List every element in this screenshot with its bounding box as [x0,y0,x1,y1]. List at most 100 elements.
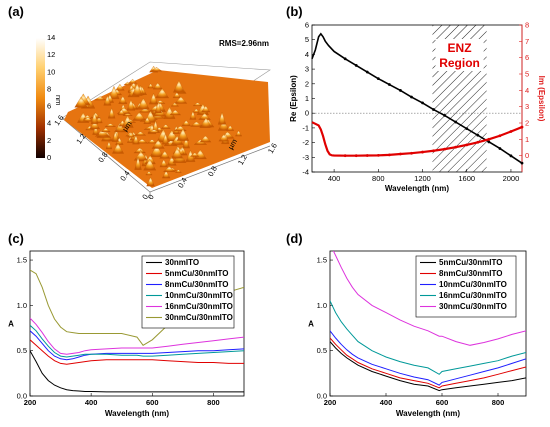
afm-peak [169,109,182,116]
y2-tick-label: 4 [525,86,529,95]
legend-entry: 5nmCu/30nmITO [165,269,228,278]
x-tick-label: 1200 [414,174,431,183]
afm-peak [134,156,142,170]
y-tick-label: 1.5 [17,256,27,265]
panel-d-absorbance-chart: 0.0 0.5 1.0 1.5 200 400 600 800 Wavelength (nm) A… [308,250,527,418]
afm-y-tick: 1.6 [52,113,65,127]
series-line [30,350,244,393]
afm-peak [90,112,99,124]
afm-colorbar-ticks: 14 12 10 8 6 4 2 0 [47,33,55,162]
afm-peak [161,133,169,145]
afm-peak [218,133,229,142]
afm-peak [152,82,163,90]
afm-peak [217,119,230,131]
series-line [30,317,244,355]
x-tick-label: 200 [24,398,37,407]
afm-peaks [74,65,242,187]
series-im-epsilon-point [487,137,491,141]
legend-entry: 5nmCu/30nmITO [439,258,502,267]
y-tick-label: -2 [302,138,309,147]
afm-peak [154,100,166,104]
panel-d-label: (d) [286,231,303,246]
legend-entry: 8nmCu/30nmITO [165,280,228,289]
afm-peak [235,130,242,137]
y-tick-label: 4 [305,50,309,59]
y2-tick-label: 1 [525,135,529,144]
afm-peak [132,111,147,121]
y-axis-label: A [8,320,14,329]
afm-peak [104,123,117,127]
series-im-epsilon-point [354,154,358,158]
enz-label-line2: Region [439,56,480,70]
y-tick-label: 0.5 [17,346,27,355]
afm-peak [149,92,159,105]
series-re-epsilon-point [421,101,424,105]
y-tick-label: 0.0 [17,392,27,401]
afm-peak [163,166,176,172]
afm-rms-label: RMS=2.96nm [219,39,269,48]
y-axis-label: A [308,320,314,329]
afm-peak [127,133,135,138]
afm-peak [149,145,164,157]
legend-entry: 16nmCu/30nmITO [439,291,507,300]
afm-peak [199,135,212,143]
afm-colorbar-tick: 6 [47,102,51,111]
afm-colorbar-unit: nm [54,95,63,105]
y2-tick-label: 0 [525,151,529,160]
series-re-epsilon-point [487,140,491,144]
afm-peak [159,159,168,168]
x-tick-label: 800 [492,398,505,407]
afm-peak [200,117,212,128]
afm-peak [150,67,163,72]
series-im-epsilon-point [365,154,369,157]
afm-peak [145,171,153,176]
afm-peak [126,99,136,111]
series-re-epsilon-point [465,127,469,131]
panel-a-label: (a) [8,4,24,19]
afm-peak [135,138,149,144]
afm-peak [103,95,112,106]
afm-peak [192,102,203,106]
afm-peak [93,96,107,101]
y2-tick-label: 7 [525,37,529,46]
afm-colorbar-tick: 10 [47,67,55,76]
plot-frame [329,250,527,397]
series-line [332,251,526,346]
afm-x-tick: 1.6 [266,141,279,155]
afm-peak [174,96,188,104]
afm-peak [112,143,124,154]
afm-x-tick: 0 [146,193,156,201]
afm-peak [175,169,182,173]
series-im-epsilon-point [520,125,524,129]
afm-peak [132,134,140,145]
afm-surface [64,70,270,188]
series-line [330,330,526,386]
afm-peak [89,120,100,130]
y2-tick-label: 5 [525,70,529,79]
afm-peak [155,88,170,99]
afm-peak [172,92,182,98]
series-im-epsilon-point [509,130,513,133]
afm-peak [137,97,150,110]
y-tick-label: 1.0 [17,301,27,310]
y-tick-label: 0.5 [317,346,327,355]
series-line [30,324,244,358]
series-im-epsilon-point [476,140,480,144]
afm-peak [118,95,128,104]
y-tick-label: 2 [305,79,309,88]
enz-label-line1: ENZ [448,41,472,55]
afm-peak [160,124,171,129]
legend-entry: 30nmCu/30nmITO [439,302,507,311]
y-tick-label: 5 [305,35,309,44]
afm-peak [181,120,191,126]
x-tick-label: 400 [328,174,341,183]
afm-colorbar-tick: 0 [47,153,51,162]
x-tick-label: 400 [380,398,393,407]
series-im-epsilon-point [498,134,502,138]
afm-peak [143,158,157,171]
afm-peak [105,141,113,150]
afm-peak [82,117,94,122]
x-axis-label: Wavelength (nm) [105,409,169,418]
